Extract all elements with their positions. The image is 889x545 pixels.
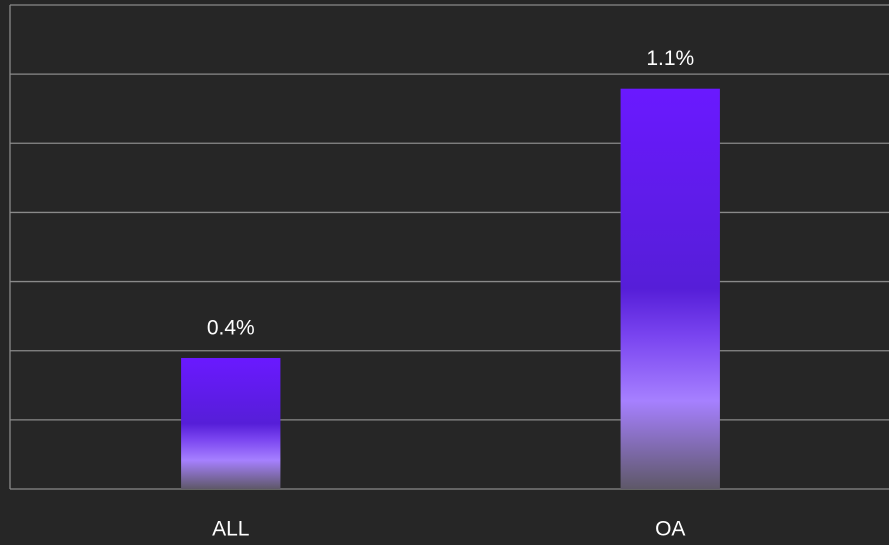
data-label: 0.4% <box>207 317 255 340</box>
data-label: 1.1% <box>646 47 694 70</box>
bar <box>181 357 281 489</box>
bar <box>620 88 720 489</box>
x-tick-label: ALL <box>212 518 249 541</box>
x-tick-label: OA <box>655 518 685 541</box>
